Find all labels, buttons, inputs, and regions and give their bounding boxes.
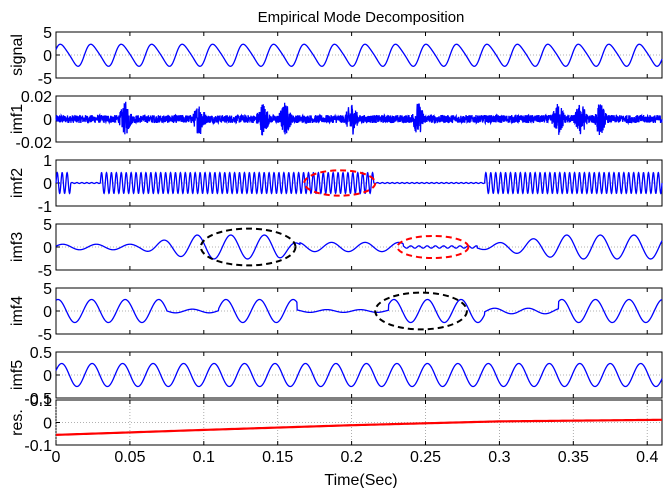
x-tick-label: 0.2 bbox=[340, 449, 362, 466]
series-imf1 bbox=[55, 101, 663, 136]
y-tick-label: 5 bbox=[43, 217, 52, 234]
x-axis-label: Time(Sec) bbox=[324, 472, 397, 488]
y-tick-label: 0 bbox=[43, 416, 52, 433]
x-tick-label: 0.25 bbox=[410, 449, 441, 466]
y-axis-label: signal bbox=[9, 34, 26, 76]
y-tick-label: -5 bbox=[38, 263, 52, 280]
x-tick-label: 0 bbox=[52, 449, 61, 466]
series-signal bbox=[55, 43, 663, 67]
x-tick-label: 0.1 bbox=[193, 449, 215, 466]
x-tick-label: 0.4 bbox=[636, 449, 658, 466]
y-tick-label: -5 bbox=[38, 71, 52, 88]
y-tick-label: 0 bbox=[43, 112, 52, 129]
y-tick-label: -0.1 bbox=[24, 438, 52, 455]
x-tick-label: 0.35 bbox=[558, 449, 589, 466]
chart-title: Empirical Mode Decomposition bbox=[258, 9, 465, 26]
y-axis-label: res. bbox=[9, 409, 26, 436]
red-annotation-ellipse bbox=[303, 169, 377, 197]
y-tick-label: 5 bbox=[43, 25, 52, 42]
y-tick-label: -0.5 bbox=[24, 391, 52, 408]
y-tick-label: 0 bbox=[43, 48, 52, 65]
black-annotation-ellipse bbox=[199, 227, 297, 267]
y-tick-label: 5 bbox=[43, 281, 52, 298]
y-tick-label: -0.02 bbox=[16, 135, 53, 152]
y-tick-label: -5 bbox=[38, 327, 52, 344]
y-axis-label: imf5 bbox=[9, 360, 26, 390]
y-tick-label: 0 bbox=[43, 240, 52, 257]
y-tick-label: 0.5 bbox=[30, 345, 52, 362]
series-imf4 bbox=[55, 298, 663, 324]
series-imf5 bbox=[55, 362, 663, 388]
series-imf3 bbox=[55, 234, 663, 260]
panel-imf4: -5 0 5 imf4 bbox=[9, 281, 663, 344]
y-tick-label: 0.02 bbox=[21, 89, 52, 106]
series-res bbox=[55, 418, 663, 436]
y-axis-label: imf1 bbox=[9, 104, 26, 134]
y-axis-label: imf4 bbox=[9, 296, 26, 326]
panel-imf2: -1 0 1 imf2 bbox=[9, 153, 663, 216]
y-tick-label: 1 bbox=[43, 153, 52, 170]
x-tick-label: 0.3 bbox=[488, 449, 510, 466]
x-tick-label: 0.15 bbox=[262, 449, 293, 466]
y-axis-label: imf2 bbox=[9, 168, 26, 198]
red-annotation-ellipse bbox=[396, 234, 470, 260]
panel-imf3: -5 0 5 imf3 bbox=[9, 217, 663, 280]
series-imf2 bbox=[55, 171, 663, 195]
x-tick-label: 0.05 bbox=[114, 449, 145, 466]
y-tick-label: 0 bbox=[43, 368, 52, 385]
y-tick-label: 0.1 bbox=[30, 393, 52, 410]
y-tick-label: 0 bbox=[43, 304, 52, 321]
y-axis-label: imf3 bbox=[9, 232, 26, 262]
y-tick-label: 0 bbox=[43, 176, 52, 193]
panel-signal: -5 0 5 signal bbox=[9, 25, 663, 88]
y-tick-label: -1 bbox=[38, 199, 52, 216]
black-annotation-ellipse bbox=[374, 291, 468, 331]
